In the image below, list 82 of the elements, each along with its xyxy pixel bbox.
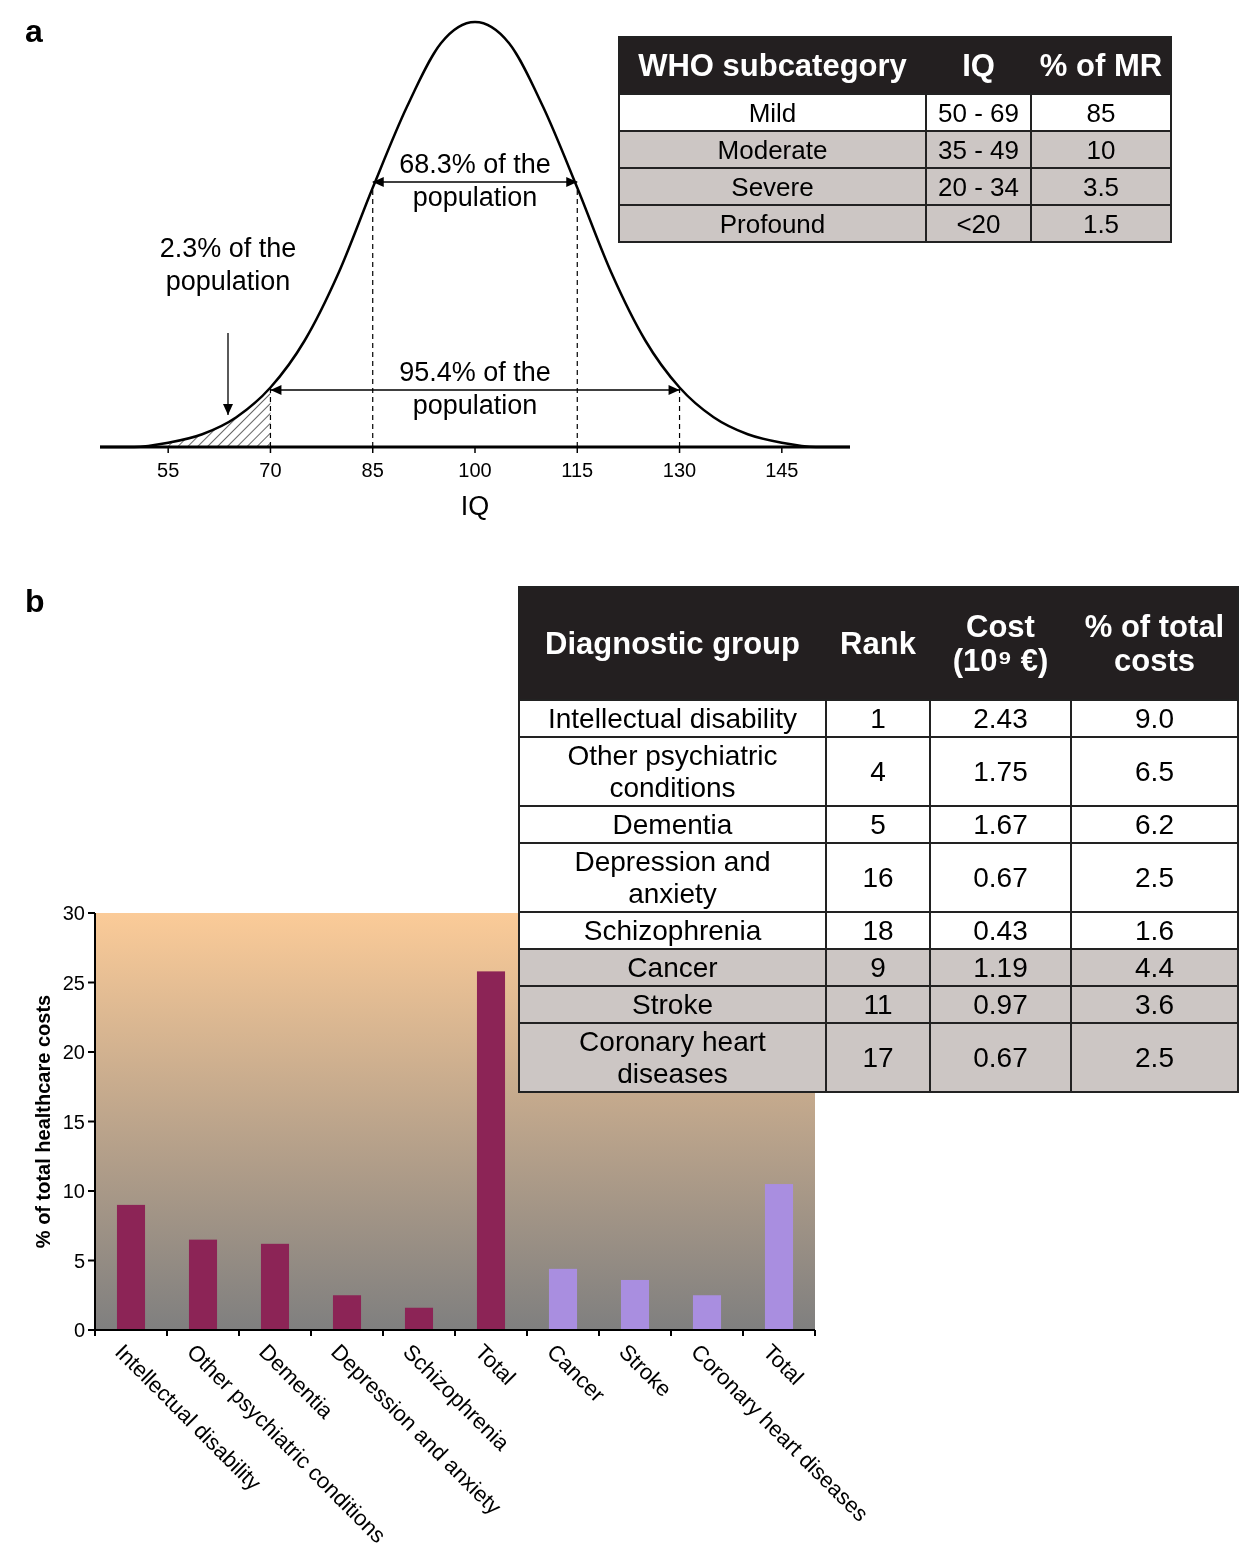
x-tick-label: 145 bbox=[765, 459, 799, 481]
text: 0.67 bbox=[973, 862, 1028, 893]
chart-title: a bbox=[25, 13, 43, 49]
category-label: Dementia bbox=[612, 809, 733, 840]
category-label: Depression and anxiety bbox=[574, 846, 771, 909]
category-label: Rank bbox=[840, 626, 917, 661]
text: 16 bbox=[862, 862, 894, 893]
category-label: Intellectual disability bbox=[547, 703, 798, 734]
text: 6.2 bbox=[1135, 809, 1174, 840]
category-label: Diagnostic group bbox=[545, 626, 800, 661]
annotation: 2.3% of the population bbox=[159, 233, 297, 296]
text: 2.5 bbox=[1135, 1042, 1174, 1073]
bar bbox=[188, 1239, 218, 1330]
text: 1.5 bbox=[1082, 208, 1120, 239]
x-tick-label: 130 bbox=[662, 459, 697, 481]
text: 1 bbox=[870, 703, 886, 734]
chart-title: b bbox=[25, 583, 45, 619]
category-label: Other psychiatric conditions bbox=[567, 740, 778, 803]
bar bbox=[332, 1295, 362, 1330]
category-label: WHO subcategory bbox=[638, 48, 908, 83]
text: 1.19 bbox=[973, 952, 1028, 983]
text: 9.0 bbox=[1135, 703, 1174, 734]
category-label: Moderate bbox=[717, 134, 828, 165]
x-tick-label: 115 bbox=[561, 459, 594, 481]
text: 1.75 bbox=[973, 756, 1028, 787]
text: 18 bbox=[862, 915, 894, 946]
text: 6.5 bbox=[1135, 756, 1174, 787]
category-label: Mild bbox=[748, 97, 797, 128]
category-label: Profound bbox=[719, 208, 826, 239]
x-tick-label: 85 bbox=[361, 459, 384, 481]
category-label: Cost (10⁹ €) bbox=[952, 608, 1049, 679]
text: 1.6 bbox=[1135, 915, 1174, 946]
text: 50 - 69 bbox=[938, 97, 1019, 128]
text: 1.67 bbox=[973, 809, 1028, 840]
x-tick-label: 70 bbox=[259, 459, 282, 481]
category-label: % of total costs bbox=[1084, 608, 1225, 679]
x-tick-label: 100 bbox=[458, 459, 492, 481]
bar bbox=[260, 1243, 290, 1330]
text: 11 bbox=[863, 989, 893, 1020]
text: 5 bbox=[870, 809, 886, 840]
text: 3.5 bbox=[1082, 171, 1120, 202]
category-label: Schizophrenia bbox=[583, 915, 762, 946]
text: 2.43 bbox=[973, 703, 1028, 734]
text: 3.6 bbox=[1135, 989, 1174, 1020]
bar bbox=[404, 1307, 434, 1330]
text: 2.5 bbox=[1135, 862, 1174, 893]
y-tick-label: 25 bbox=[62, 971, 85, 994]
text: 85 bbox=[1086, 97, 1116, 128]
bar bbox=[764, 1184, 794, 1330]
y-axis-title: % of total healthcare costs bbox=[32, 994, 54, 1249]
bar bbox=[476, 971, 506, 1330]
y-tick-label: 0 bbox=[73, 1319, 85, 1341]
text: 0.67 bbox=[973, 1042, 1028, 1073]
text: 4 bbox=[870, 756, 886, 787]
y-tick-label: 20 bbox=[62, 1041, 85, 1063]
category-label: Stroke bbox=[632, 989, 713, 1020]
bar bbox=[620, 1279, 650, 1330]
y-tick-label: 30 bbox=[62, 902, 85, 924]
category-label: Cancer bbox=[627, 952, 718, 983]
y-tick-label: 15 bbox=[62, 1110, 85, 1133]
text: <20 bbox=[956, 208, 1001, 239]
text: 35 - 49 bbox=[938, 134, 1019, 165]
y-tick-label: 10 bbox=[62, 1180, 85, 1202]
text: 17 bbox=[862, 1042, 894, 1073]
text: 0.97 bbox=[973, 989, 1028, 1020]
y-tick-label: 5 bbox=[73, 1249, 85, 1272]
bar bbox=[548, 1268, 578, 1330]
text: 4.4 bbox=[1135, 952, 1174, 983]
category-label: IQ bbox=[962, 48, 995, 83]
category-label: Coronary heart diseases bbox=[579, 1026, 766, 1089]
x-tick-label: 55 bbox=[157, 459, 180, 481]
text: 20 - 34 bbox=[938, 171, 1019, 202]
text: 9 bbox=[870, 952, 886, 983]
x-axis-title: IQ bbox=[460, 491, 490, 521]
category-label: % of MR bbox=[1039, 48, 1163, 83]
text: 10 bbox=[1086, 134, 1116, 165]
bar bbox=[692, 1295, 722, 1330]
bar bbox=[116, 1204, 146, 1330]
text: 0.43 bbox=[973, 915, 1028, 946]
annotation: 68.3% of the population bbox=[399, 149, 551, 212]
annotation: 95.4% of the population bbox=[399, 357, 551, 420]
category-label: Severe bbox=[731, 171, 814, 202]
